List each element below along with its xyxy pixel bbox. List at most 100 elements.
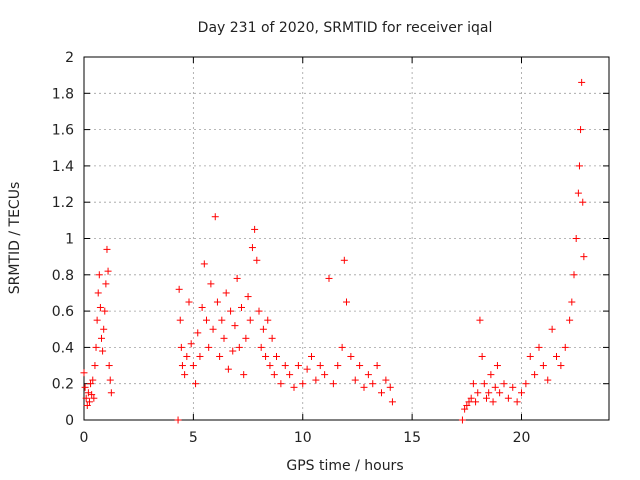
y-tick-label: 0	[65, 413, 74, 429]
data-point	[222, 289, 230, 297]
data-point	[100, 325, 108, 333]
data-point	[92, 343, 100, 351]
data-point	[209, 325, 217, 333]
data-point	[509, 383, 517, 391]
data-point	[266, 362, 274, 370]
x-tick-label: 0	[80, 430, 89, 446]
data-point	[308, 352, 315, 360]
y-tick-label: 1.2	[52, 195, 74, 211]
data-point	[277, 380, 285, 388]
data-point	[229, 347, 237, 355]
data-point	[465, 398, 473, 406]
data-point	[106, 376, 114, 384]
data-point	[483, 394, 490, 402]
data-point	[270, 371, 278, 379]
data-point	[531, 371, 539, 379]
x-tick-label: 15	[403, 430, 421, 446]
data-point	[568, 298, 576, 306]
y-tick-label: 0.8	[52, 268, 74, 284]
data-point	[334, 362, 342, 370]
data-point	[268, 334, 276, 342]
y-tick-label: 0.4	[52, 340, 74, 356]
data-point	[487, 371, 495, 379]
data-point	[216, 352, 224, 360]
y-tick-label: 1	[65, 232, 74, 248]
data-point	[103, 245, 111, 253]
data-point	[98, 334, 105, 342]
data-point	[312, 376, 320, 384]
data-point	[574, 189, 582, 197]
data-point	[329, 380, 337, 388]
data-point	[338, 343, 346, 351]
data-point	[382, 376, 390, 384]
data-point	[496, 389, 504, 397]
data-point	[224, 365, 232, 373]
data-point	[244, 293, 252, 301]
data-point	[255, 307, 263, 315]
y-tick-label: 1.8	[52, 86, 74, 102]
data-point	[91, 362, 99, 370]
data-point	[364, 371, 372, 379]
data-point	[183, 352, 191, 360]
data-point	[316, 362, 324, 370]
data-point	[176, 316, 184, 324]
data-point	[469, 380, 477, 388]
data-point	[246, 316, 254, 324]
data-point	[94, 289, 102, 297]
data-point	[273, 352, 280, 360]
data-point	[485, 389, 493, 397]
data-point	[522, 380, 530, 388]
data-point	[480, 380, 488, 388]
grid-lines	[84, 57, 609, 420]
data-point	[253, 256, 261, 264]
y-tick-label: 0.2	[52, 377, 74, 393]
x-axis-label: GPS time / hours	[286, 458, 403, 474]
data-point	[174, 416, 182, 424]
data-point	[93, 316, 101, 324]
data-point	[227, 307, 235, 315]
data-point	[566, 316, 574, 324]
data-point	[99, 347, 107, 355]
data-point	[356, 362, 364, 370]
data-point	[463, 401, 471, 409]
data-point	[299, 380, 307, 388]
data-point	[343, 298, 350, 306]
data-point	[461, 405, 469, 413]
axis-tick-labels: 0 5 10 15 20 0 0.2 0.4 0.6 0.8 1 1.2 1.4 1.6 1.8 2	[52, 50, 531, 446]
data-point	[207, 280, 215, 288]
data-point	[187, 340, 195, 348]
data-point	[290, 383, 298, 391]
x-tick-label: 10	[294, 430, 312, 446]
x-tick-label: 20	[513, 430, 531, 446]
data-point	[474, 389, 482, 397]
data-point	[500, 380, 508, 388]
data-point	[351, 376, 359, 384]
data-point	[88, 391, 96, 399]
data-point	[192, 380, 200, 388]
data-point	[233, 274, 241, 282]
data-point	[458, 416, 466, 424]
data-point	[491, 383, 499, 391]
data-point	[203, 316, 210, 324]
data-point	[242, 334, 250, 342]
data-point	[388, 398, 396, 406]
data-point	[467, 394, 475, 402]
data-point	[294, 362, 302, 370]
data-point	[105, 362, 113, 370]
axis-ticks	[83, 56, 609, 421]
data-point	[231, 322, 239, 330]
data-point	[472, 398, 480, 406]
data-point	[513, 398, 521, 406]
data-point	[286, 371, 294, 379]
data-point	[303, 365, 311, 373]
data-point	[257, 343, 265, 351]
data-point	[321, 371, 329, 379]
data-point	[373, 362, 381, 370]
data-point	[189, 362, 197, 370]
data-point	[478, 352, 486, 360]
data-point	[205, 343, 213, 351]
data-point	[84, 389, 92, 397]
data-point	[570, 271, 578, 279]
